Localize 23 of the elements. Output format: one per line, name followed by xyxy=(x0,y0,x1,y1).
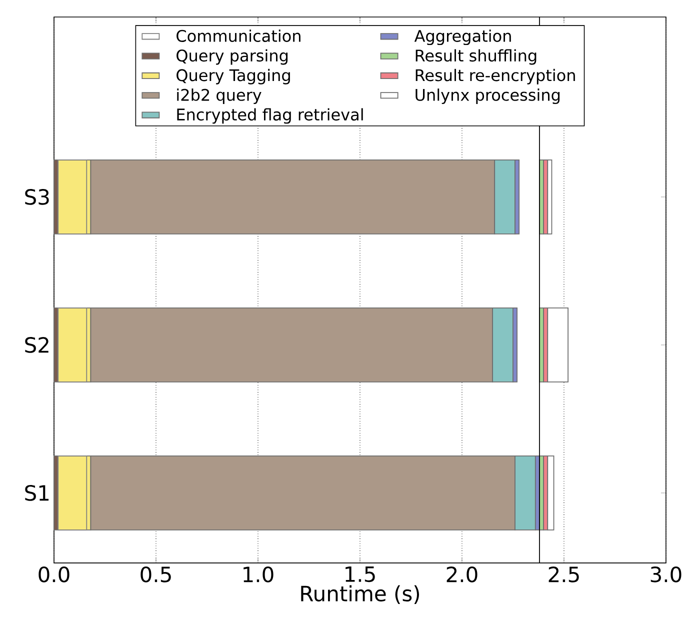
bar xyxy=(547,308,568,382)
x-tick-label: 1.5 xyxy=(346,566,375,582)
legend-label: i2b2 query xyxy=(177,88,262,104)
bar xyxy=(547,160,552,234)
x-tick-label: 2.0 xyxy=(446,566,478,582)
y-tick-label: S2 xyxy=(25,337,48,353)
x-tick-label: 0.5 xyxy=(140,566,171,582)
x-axis-title: Runtime (s) xyxy=(301,585,420,604)
y-tick-label: S3 xyxy=(25,189,49,205)
bar xyxy=(547,456,554,530)
x-tick-label: 0.0 xyxy=(38,566,70,582)
x-tick-label: 2.5 xyxy=(548,566,579,582)
x-tick-label: 1.0 xyxy=(244,566,274,582)
legend-label: Unlynx processing xyxy=(416,88,560,104)
legend-label: Query Tagging xyxy=(176,68,290,84)
legend-label: Aggregation xyxy=(414,30,511,46)
legend-label: Result shuffling xyxy=(416,49,536,65)
legend-label: Encrypted flag retrieval xyxy=(177,108,363,124)
legend-label: Result re-encryption xyxy=(416,68,575,84)
legend-label: Communication xyxy=(176,30,300,42)
x-tick-label: 3.0 xyxy=(650,566,682,582)
y-tick-label: S1 xyxy=(25,485,49,501)
legend-label: Query parsing xyxy=(176,49,288,65)
